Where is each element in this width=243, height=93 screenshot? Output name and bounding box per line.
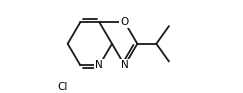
Text: N: N bbox=[121, 60, 129, 70]
Text: N: N bbox=[95, 60, 103, 70]
Text: O: O bbox=[121, 17, 129, 27]
Text: Cl: Cl bbox=[57, 82, 68, 92]
